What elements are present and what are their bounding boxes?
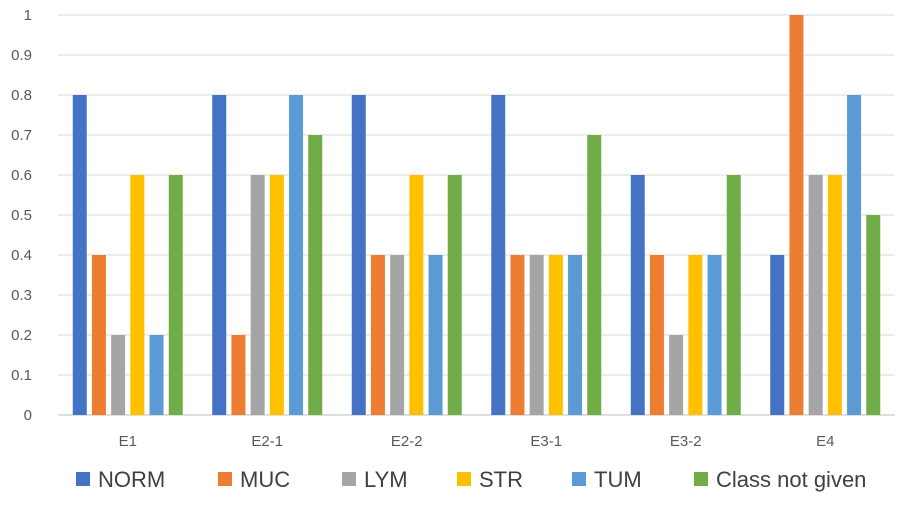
- bar-norm-e3-2: [630, 175, 645, 415]
- y-tick-label: 0.9: [11, 47, 32, 64]
- bar-class-not-given-e3-1: [587, 135, 602, 415]
- bar-muc-e1: [91, 255, 106, 415]
- bar-lym-e1: [111, 335, 126, 415]
- legend-label: STR: [479, 467, 523, 492]
- y-axis-ticks: 0 0.1 0.2 0.3 0.4 0.5 0.6 0.7 0.8 0.9 1: [11, 7, 32, 424]
- bar-muc-e2-1: [231, 335, 246, 415]
- bar-tum-e1: [149, 335, 164, 415]
- bar-str-e2-2: [409, 175, 424, 415]
- bar-norm-e4: [770, 255, 785, 415]
- bar-lym-e4: [808, 175, 823, 415]
- bar-lym-e3-2: [669, 335, 684, 415]
- legend: NORM MUC LYM STR TUM Class not given: [76, 467, 866, 492]
- bar-lym-e3-1: [529, 255, 544, 415]
- legend-swatch: [572, 472, 586, 486]
- bar-muc-e4: [789, 15, 804, 415]
- x-category-label: E3-2: [670, 433, 702, 450]
- legend-label: LYM: [364, 467, 408, 492]
- x-category-label: E2-1: [251, 433, 283, 450]
- y-tick-label: 1: [24, 7, 32, 24]
- x-category-label: E2-2: [391, 433, 423, 450]
- legend-swatch: [694, 472, 708, 486]
- legend-swatch: [76, 472, 90, 486]
- bar-norm-e1: [72, 95, 87, 415]
- bar-str-e3-1: [548, 255, 563, 415]
- bar-lym-e2-2: [390, 255, 405, 415]
- legend-swatch: [457, 472, 471, 486]
- bar-muc-e3-1: [510, 255, 525, 415]
- x-category-label: E4: [816, 433, 834, 450]
- bar-str-e4: [827, 175, 842, 415]
- bar-tum-e2-1: [289, 95, 304, 415]
- bar-tum-e3-1: [568, 255, 583, 415]
- legend-swatch: [342, 472, 356, 486]
- legend-label: MUC: [240, 467, 290, 492]
- bar-norm-e2-1: [212, 95, 227, 415]
- gridlines: [58, 14, 895, 416]
- x-category-label: E3-1: [530, 433, 562, 450]
- bar-norm-e3-1: [491, 95, 506, 415]
- y-tick-label: 0.4: [11, 247, 32, 264]
- bar-lym-e2-1: [250, 175, 265, 415]
- bars: [72, 15, 881, 415]
- bar-class-not-given-e2-1: [308, 135, 323, 415]
- y-tick-label: 0.8: [11, 87, 32, 104]
- y-tick-label: 0.1: [11, 367, 32, 384]
- bar-class-not-given-e4: [866, 215, 881, 415]
- bar-class-not-given-e1: [168, 175, 183, 415]
- bar-str-e3-2: [688, 255, 703, 415]
- legend-label: NORM: [98, 467, 165, 492]
- bar-class-not-given-e2-2: [447, 175, 462, 415]
- legend-swatch: [218, 472, 232, 486]
- bar-str-e1: [130, 175, 145, 415]
- bar-tum-e4: [847, 95, 862, 415]
- bar-muc-e3-2: [649, 255, 664, 415]
- x-category-label: E1: [119, 433, 137, 450]
- y-tick-label: 0: [24, 407, 32, 424]
- bar-class-not-given-e3-2: [726, 175, 741, 415]
- bar-norm-e2-2: [351, 95, 366, 415]
- legend-label: Class not given: [716, 467, 866, 492]
- y-tick-label: 0.7: [11, 127, 32, 144]
- bar-str-e2-1: [269, 175, 284, 415]
- y-tick-label: 0.5: [11, 207, 32, 224]
- bar-muc-e2-2: [370, 255, 385, 415]
- bar-tum-e3-2: [707, 255, 722, 415]
- x-axis: E1 E2-1 E2-2 E3-1 E3-2 E4: [119, 433, 835, 450]
- legend-label: TUM: [594, 467, 642, 492]
- y-tick-label: 0.2: [11, 327, 32, 344]
- bar-tum-e2-2: [428, 255, 443, 415]
- y-tick-label: 0.3: [11, 287, 32, 304]
- y-tick-label: 0.6: [11, 167, 32, 184]
